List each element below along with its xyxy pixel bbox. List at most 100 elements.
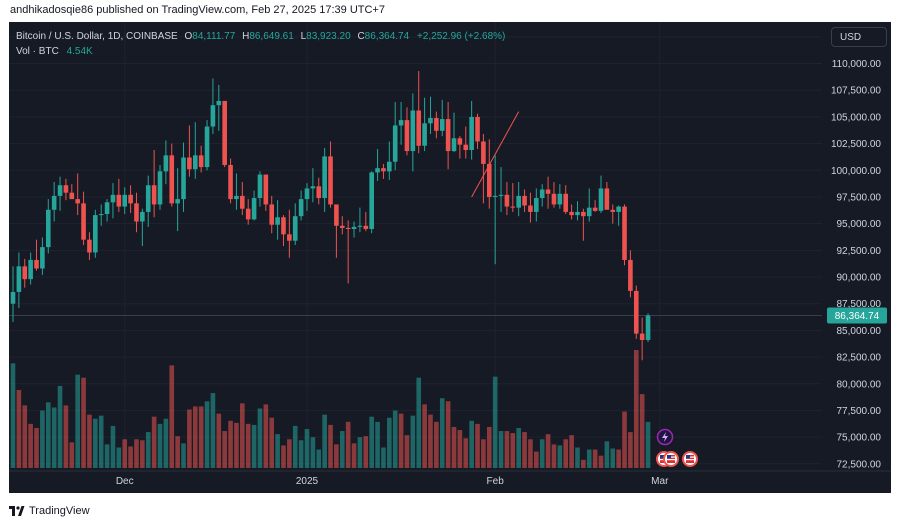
candle-body — [539, 189, 545, 199]
volume-label[interactable]: Vol · BTC — [16, 46, 59, 57]
volume-bar — [463, 438, 469, 468]
volume-bar — [228, 420, 233, 468]
candle-body — [598, 188, 604, 211]
volume-bar — [245, 423, 251, 468]
volume-bar — [281, 445, 286, 468]
volume-bar — [516, 427, 521, 468]
candle-body — [622, 206, 627, 260]
candle-body — [592, 207, 598, 211]
volume-bar — [222, 431, 227, 468]
candle-body — [416, 110, 422, 146]
price-tick-label: 82,500.00 — [837, 353, 882, 364]
volume-bar — [57, 385, 63, 468]
time-tick-label: Dec — [116, 476, 134, 487]
price-chart[interactable]: 112,500.00110,000.00107,500.00105,000.00… — [9, 22, 891, 493]
candle-body — [375, 168, 380, 173]
candle-body — [528, 205, 533, 212]
candle-body — [281, 217, 286, 235]
chart-frame[interactable]: 112,500.00110,000.00107,500.00105,000.00… — [9, 22, 891, 493]
candle-body — [57, 185, 63, 196]
volume-bar — [563, 439, 569, 468]
currency-button[interactable]: USD — [831, 27, 887, 47]
volume-bar — [510, 433, 516, 468]
symbol-label[interactable]: Bitcoin / U.S. Dollar, 1D, COINBASE — [16, 31, 178, 42]
volume-bar — [534, 451, 539, 468]
candle-body — [645, 315, 651, 340]
us-flag-event-icon[interactable] — [663, 451, 679, 467]
volume-bar — [416, 377, 422, 468]
last-price-badge — [827, 307, 887, 324]
candle-body — [363, 225, 369, 229]
volume-bar — [169, 365, 175, 468]
volume-bar — [486, 426, 492, 468]
volume-bar — [557, 445, 563, 468]
low-key: L — [300, 31, 307, 42]
volume-bar — [439, 398, 445, 468]
volume-bar — [539, 439, 545, 468]
candle-body — [69, 192, 75, 200]
close-key: C — [357, 31, 365, 42]
volume-bar — [45, 402, 51, 468]
candle-body — [334, 204, 339, 226]
volume-bar — [445, 401, 451, 468]
candle-body — [469, 116, 474, 151]
volume-bar — [292, 425, 298, 468]
candle-body — [534, 198, 539, 212]
time-tick-label: Mar — [651, 476, 669, 487]
candle-body — [357, 225, 363, 227]
volume-bar — [51, 407, 57, 468]
candle-body — [392, 125, 398, 162]
volume-bar — [428, 414, 433, 468]
candle-body — [151, 185, 157, 205]
candle-body — [439, 119, 445, 131]
candle-body — [210, 105, 216, 127]
candle-body — [145, 185, 151, 212]
volume-row: Vol · BTC 4.54K — [16, 44, 505, 59]
volume-bar — [592, 449, 598, 468]
volume-bar — [351, 443, 357, 468]
volume-bar — [63, 405, 69, 468]
volume-bar — [598, 455, 604, 468]
candle-body — [263, 174, 269, 205]
candle-body — [140, 211, 145, 222]
candle-body — [240, 195, 245, 209]
volume-bar — [110, 425, 116, 468]
volume-bar — [551, 444, 557, 468]
volume-bar — [134, 439, 139, 468]
candle-body — [387, 161, 392, 172]
volume-bar — [363, 436, 369, 468]
us-flag-event-icon[interactable] — [682, 451, 698, 467]
candle-body — [428, 117, 433, 124]
candle-body — [228, 164, 233, 200]
volume-bar — [98, 415, 104, 468]
last-price-label: 86,364.74 — [835, 311, 880, 322]
lightning-icon[interactable] — [656, 428, 674, 446]
volume-bar — [645, 421, 651, 468]
open-key: O — [184, 31, 193, 42]
volume-bar — [469, 420, 474, 468]
candle-body — [628, 259, 633, 291]
volume-bar — [192, 406, 198, 468]
volume-bar — [381, 447, 386, 468]
candle-body — [616, 206, 621, 212]
candle-body — [34, 259, 39, 269]
candle-body — [422, 123, 427, 146]
candle-body — [504, 194, 510, 207]
candle-body — [475, 116, 480, 142]
candle-body — [51, 195, 57, 210]
candle-body — [434, 117, 439, 131]
candle-body — [563, 193, 569, 212]
candle-body — [104, 202, 110, 215]
volume-bar — [498, 431, 504, 468]
volume-bar — [310, 437, 316, 468]
footer-brand[interactable]: TradingView — [29, 505, 90, 517]
candle-body — [40, 247, 45, 269]
volume-bar — [581, 459, 586, 468]
candle-body — [257, 174, 263, 199]
volume-bar — [387, 417, 392, 468]
volume-bar — [151, 416, 157, 468]
candle-body — [510, 206, 516, 208]
volume-bar — [257, 408, 263, 468]
candle-body — [551, 193, 557, 205]
price-tick-label: 102,500.00 — [831, 139, 881, 150]
